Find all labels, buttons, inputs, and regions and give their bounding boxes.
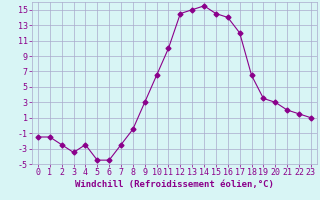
X-axis label: Windchill (Refroidissement éolien,°C): Windchill (Refroidissement éolien,°C) [75, 180, 274, 189]
